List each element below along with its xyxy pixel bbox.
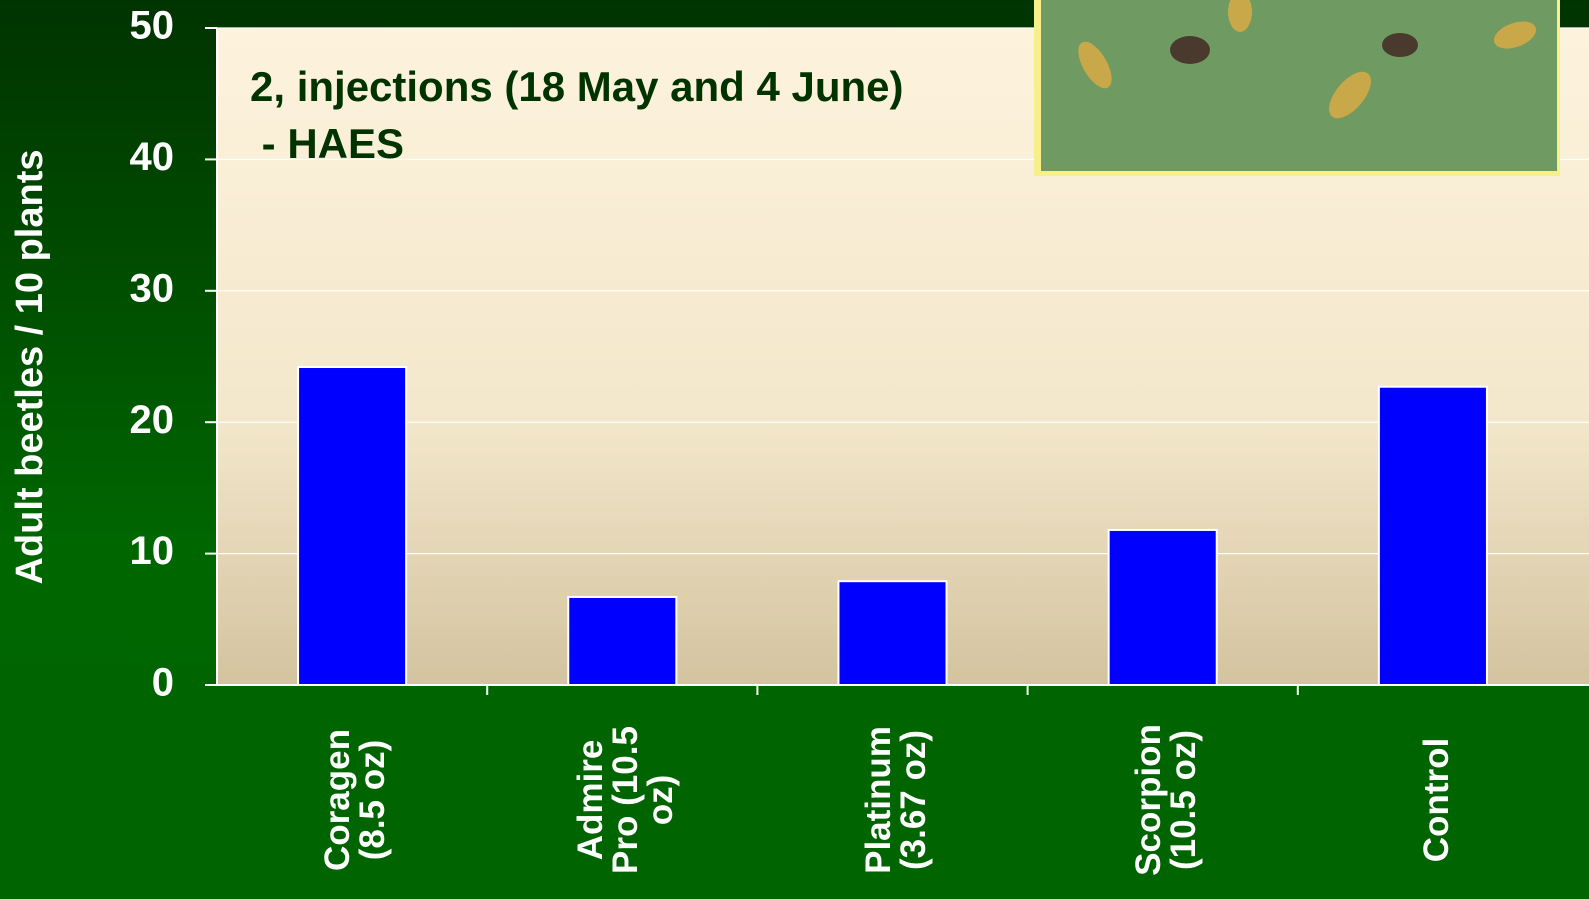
x-tick-label: Admire Pro (10.5 oz) bbox=[560, 710, 690, 890]
x-tick-label: Control bbox=[1371, 710, 1501, 890]
chart-title: 2, injections (18 May and 4 June) bbox=[250, 63, 904, 110]
y-tick-label: 10 bbox=[130, 529, 175, 573]
x-tick-label: Platinum (3.67 oz) bbox=[831, 710, 961, 890]
slide: 2, injections (18 May and 4 June) - HAES… bbox=[0, 0, 1589, 899]
y-tick-label: 0 bbox=[152, 661, 174, 705]
bar bbox=[568, 597, 676, 685]
y-tick-label: 20 bbox=[130, 398, 175, 442]
x-tick-label: Scorpion (10.5 oz) bbox=[1101, 710, 1231, 890]
chart: 2, injections (18 May and 4 June) - HAES… bbox=[0, 0, 1589, 899]
y-tick-label: 40 bbox=[130, 135, 175, 179]
chart-subtitle: - HAES bbox=[250, 120, 404, 167]
bar bbox=[298, 367, 406, 685]
bar bbox=[1379, 387, 1487, 685]
y-tick-label: 50 bbox=[130, 4, 175, 48]
y-tick-label: 30 bbox=[130, 266, 175, 310]
x-tick-label: Coragen (8.5 oz) bbox=[290, 710, 420, 890]
bar bbox=[1109, 530, 1217, 685]
y-axis-label: Adult beetles / 10 plants bbox=[9, 150, 51, 585]
photo bbox=[1034, 0, 1560, 176]
bar bbox=[838, 581, 946, 685]
